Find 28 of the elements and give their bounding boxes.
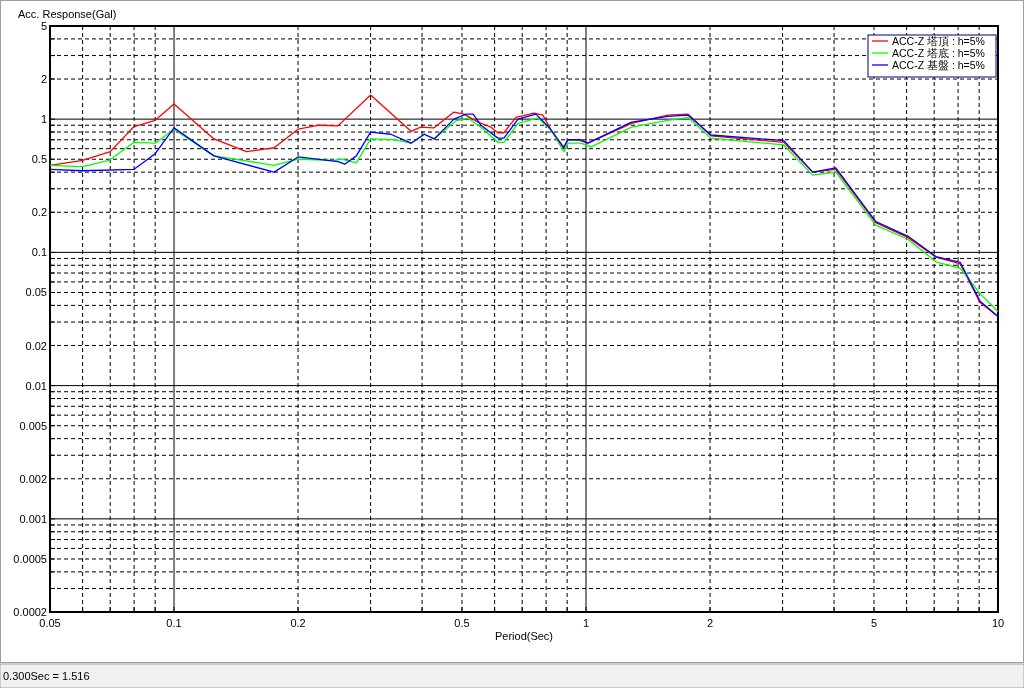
ytick: 0.002 [19, 472, 47, 485]
ytick: 0.001 [19, 512, 47, 525]
legend-label: ACC-Z 塔底 : h=5% [892, 47, 985, 59]
xtick: 5 [870, 617, 878, 629]
xtick: 2 [706, 617, 714, 629]
xtick: 0.5 [454, 617, 470, 629]
ylabel: Acc. Response(Gal) [18, 8, 117, 20]
annotation: 0.300Sec = 1.516 [3, 670, 90, 682]
ytick: 5 [40, 20, 47, 32]
legend-label: ACC-Z 基盤 : h=5% [892, 59, 985, 71]
ytick: 0.1 [31, 246, 47, 259]
ytick: 0.05 [25, 286, 47, 299]
ytick: 0.0002 [13, 606, 47, 618]
xlabel: Period(Sec) [494, 630, 554, 642]
xtick: 0.1 [166, 617, 182, 629]
xtick: 0.05 [39, 617, 61, 629]
ytick: 0.0005 [13, 553, 47, 565]
legend-label: ACC-Z 塔頂 : h=5% [892, 35, 985, 47]
ytick: 0.02 [25, 339, 47, 352]
xtick: 1 [582, 617, 590, 629]
ytick: 0.5 [31, 153, 47, 166]
ytick: 0.005 [19, 419, 47, 432]
ytick: 2 [40, 73, 47, 85]
ytick: 0.2 [31, 206, 47, 219]
xtick: 0.2 [290, 617, 306, 629]
ytick: 0.01 [25, 379, 47, 392]
ytick: 1 [40, 113, 47, 126]
xtick: 10 [991, 617, 1005, 629]
